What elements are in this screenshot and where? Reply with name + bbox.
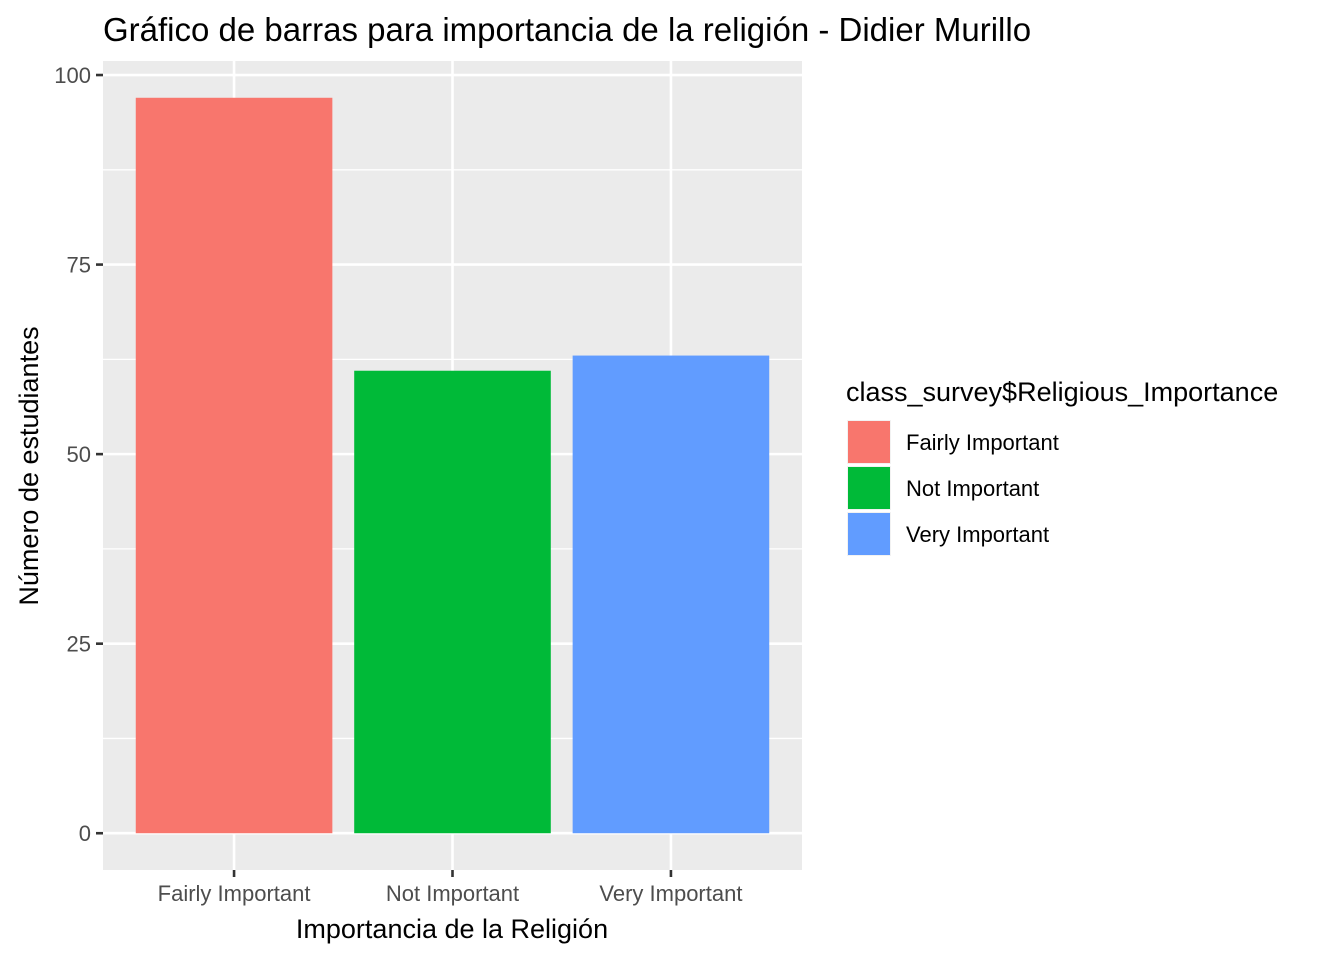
y-tick-label: 75 <box>67 253 91 278</box>
legend-items: Fairly Important Not Important Very Import… <box>847 420 1059 556</box>
bar-not-important <box>354 370 551 834</box>
legend: class_survey$Religious_Importance Fairly… <box>846 377 1278 556</box>
x-tick-label: Not Important <box>386 881 519 906</box>
legend-swatch <box>848 421 890 463</box>
legend-title: class_survey$Religious_Importance <box>846 377 1278 407</box>
bar-fairly-important <box>135 97 333 834</box>
bars <box>135 97 770 834</box>
x-tick-label: Fairly Important <box>158 881 311 906</box>
legend-label: Fairly Important <box>906 430 1059 455</box>
bar-very-important <box>572 355 770 834</box>
legend-swatch <box>848 513 890 555</box>
y-tick-label: 0 <box>79 821 91 846</box>
x-axis: Fairly Important Not Important Very Import… <box>158 870 742 906</box>
x-tick-label: Very Important <box>599 881 742 906</box>
legend-swatch <box>848 467 890 509</box>
y-tick-label: 100 <box>54 63 91 88</box>
y-tick-label: 25 <box>67 632 91 657</box>
chart-title: Gráfico de barras para importancia de la… <box>103 11 1031 48</box>
x-axis-title: Importancia de la Religión <box>296 914 608 944</box>
y-axis: 0 25 50 75 100 <box>54 63 103 846</box>
legend-label: Very Important <box>906 522 1049 547</box>
y-axis-title: Número de estudiantes <box>14 326 44 605</box>
y-tick-label: 50 <box>67 442 91 467</box>
legend-label: Not Important <box>906 476 1039 501</box>
